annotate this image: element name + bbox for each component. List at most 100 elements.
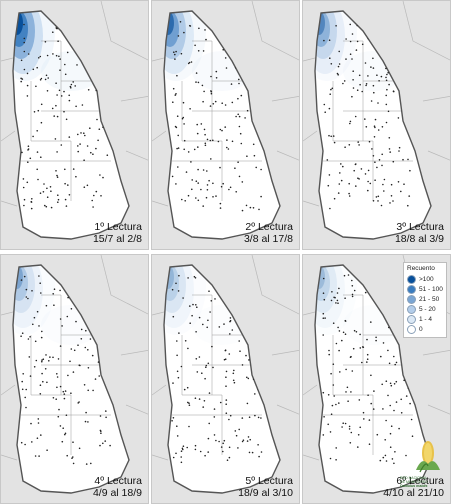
monitoring-point [30,207,33,210]
monitoring-point [343,80,346,82]
monitoring-point [172,382,174,384]
monitoring-point [77,300,79,303]
monitoring-point [394,363,396,366]
monitoring-point [76,42,79,45]
monitoring-point [64,275,66,277]
monitoring-point [351,33,354,35]
monitoring-point [348,428,351,430]
monitoring-point [184,340,187,342]
monitoring-point [177,35,180,37]
legend-item: >100 [407,274,443,284]
monitoring-point [207,451,209,453]
monitoring-point [238,340,240,342]
monitoring-point [63,90,65,93]
monitoring-point [106,154,109,156]
monitoring-point [61,325,63,327]
monitoring-point [176,340,178,342]
monitoring-point [205,364,208,367]
monitoring-point [344,146,346,148]
monitoring-point [27,297,29,300]
monitoring-point [245,28,247,31]
monitoring-point [25,388,28,391]
monitoring-point [49,356,51,358]
monitoring-point [389,382,392,385]
monitoring-point [388,148,391,150]
neighbour-borders [1,1,148,207]
logo-text: RED NACIONAL DE MONITOREO Dalbulus maidi… [400,476,450,489]
monitoring-point [192,303,194,306]
monitoring-point [234,167,236,169]
density-blob [315,11,357,81]
monitoring-point [244,117,246,119]
monitoring-point [25,406,27,409]
monitoring-point [64,20,66,23]
monitoring-point [349,23,351,26]
panel-dates: 3/8 al 17/8 [243,233,293,245]
monitoring-point [96,288,98,290]
monitoring-point [242,439,245,441]
monitoring-point [180,456,182,458]
monitoring-point [212,182,214,185]
monitoring-point [65,414,68,416]
monitoring-point [69,85,72,88]
monitoring-point [357,446,359,448]
monitoring-point [57,358,60,360]
monitoring-point [328,174,331,176]
monitoring-point [87,367,90,369]
monitoring-point [44,204,46,207]
legend-label: 21 - 50 [419,295,440,303]
monitoring-point [46,90,49,92]
monitoring-point [246,155,248,157]
monitoring-point [86,145,89,147]
monitoring-point [229,317,232,319]
monitoring-point [68,99,71,102]
monitoring-point [180,365,183,368]
monitoring-point [194,448,197,451]
monitoring-point [239,350,241,352]
monitoring-point [209,274,211,276]
monitoring-point [62,390,65,393]
monitoring-point [65,205,68,207]
monitoring-point [323,416,325,418]
department-border [30,81,72,201]
monitoring-point [387,349,389,352]
monitoring-point [27,161,29,163]
monitoring-point [385,49,387,52]
monitoring-point [187,194,190,197]
monitoring-point [92,206,94,208]
monitoring-point [372,67,375,69]
monitoring-point [217,140,220,143]
monitoring-point [51,107,54,110]
monitoring-point [391,47,394,50]
monitoring-point [93,194,95,197]
monitoring-point [218,326,221,328]
monitoring-point [349,442,352,444]
monitoring-point [104,344,107,347]
monitoring-point [241,181,244,183]
monitoring-point [183,139,186,142]
monitoring-point [388,83,390,86]
region-area [315,11,431,239]
monitoring-point [99,307,102,310]
region-map [1,1,148,240]
monitoring-point [387,72,389,74]
monitoring-point [248,20,251,23]
monitoring-point [196,371,199,373]
monitoring-point [92,318,94,321]
monitoring-point [330,413,333,415]
monitoring-point [389,202,391,204]
monitoring-point [43,183,45,185]
monitoring-point [46,449,48,451]
monitoring-point [46,196,49,198]
monitoring-point [359,83,361,86]
monitoring-point [103,360,105,362]
monitoring-point [30,422,32,425]
monitoring-point [93,278,95,280]
monitoring-point [209,105,212,107]
monitoring-point [56,376,59,378]
monitoring-point [95,190,98,193]
monitoring-point [86,36,89,39]
legend-title: Recuento [407,265,435,272]
monitoring-point [385,103,388,106]
monitoring-point [377,102,379,104]
